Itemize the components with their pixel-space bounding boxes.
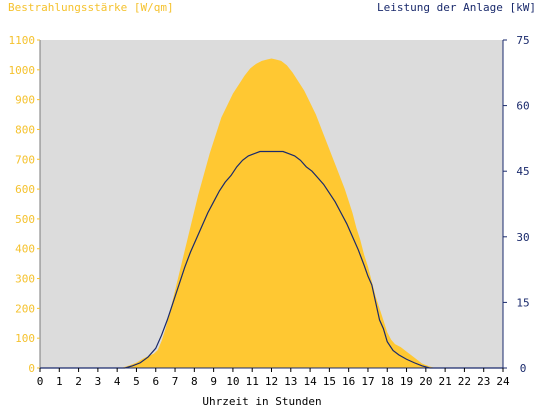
left-tick-label: 100 <box>15 332 35 345</box>
left-tick-label: 1100 <box>9 34 36 47</box>
x-tick-label: 6 <box>152 375 159 388</box>
series-layer <box>40 58 503 369</box>
left-tick-label: 500 <box>15 213 35 226</box>
x-tick-label: 11 <box>246 375 259 388</box>
right-tick-label: 75 <box>516 34 529 47</box>
power-line <box>40 150 503 369</box>
right-tick-label: 0 <box>520 362 527 375</box>
x-tick-label: 8 <box>191 375 198 388</box>
x-tick-label: 1 <box>56 375 63 388</box>
x-tick-label: 16 <box>342 375 355 388</box>
left-tick-label: 1000 <box>9 64 36 77</box>
x-tick-label: 19 <box>400 375 413 388</box>
left-tick-label: 600 <box>15 183 35 196</box>
x-tick-label: 24 <box>496 375 510 388</box>
x-tick-label: 20 <box>419 375 432 388</box>
left-tick-label: 900 <box>15 94 35 107</box>
right-tick-label: 15 <box>516 296 529 309</box>
left-tick-label: 300 <box>15 273 35 286</box>
x-tick-label: 10 <box>226 375 239 388</box>
x-tick-label: 2 <box>75 375 82 388</box>
left-tick-label: 0 <box>28 362 35 375</box>
x-axis-title: Uhrzeit in Stunden <box>202 395 321 408</box>
x-tick-label: 15 <box>323 375 336 388</box>
left-tick-label: 400 <box>15 243 35 256</box>
x-tick-label: 14 <box>303 375 317 388</box>
x-tick-label: 17 <box>361 375 374 388</box>
x-tick-label: 4 <box>114 375 121 388</box>
x-tick-label: 22 <box>458 375 471 388</box>
x-tick-label: 18 <box>381 375 394 388</box>
right-axis-title: Leistung der Anlage [kW] <box>377 1 536 14</box>
ticks-layer: 0100200300400500600700800900100011000153… <box>9 34 530 388</box>
x-tick-label: 9 <box>210 375 217 388</box>
right-tick-label: 30 <box>516 231 529 244</box>
left-tick-label: 200 <box>15 302 35 315</box>
x-tick-label: 23 <box>477 375 490 388</box>
irradiance-area <box>40 58 503 369</box>
x-tick-label: 3 <box>95 375 102 388</box>
x-tick-label: 13 <box>284 375 297 388</box>
left-tick-label: 700 <box>15 153 35 166</box>
x-tick-label: 21 <box>439 375 452 388</box>
right-tick-label: 60 <box>516 100 529 113</box>
x-tick-label: 12 <box>265 375 278 388</box>
right-tick-label: 45 <box>516 165 529 178</box>
left-tick-label: 800 <box>15 123 35 136</box>
x-tick-label: 5 <box>133 375 140 388</box>
left-axis-title: Bestrahlungsstärke [W/qm] <box>8 1 174 14</box>
x-tick-label: 0 <box>37 375 44 388</box>
x-tick-label: 7 <box>172 375 179 388</box>
